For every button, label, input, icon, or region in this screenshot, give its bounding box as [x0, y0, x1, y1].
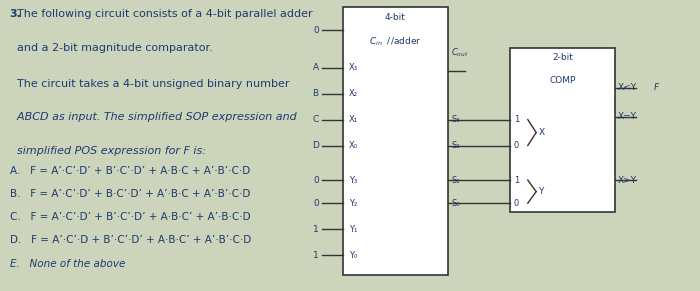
- Text: X₁: X₁: [349, 115, 358, 124]
- Text: B.   F = A’·C’·D’ + B·C’·D’ + A’·B·C + A’·B’·C·D: B. F = A’·C’·D’ + B·C’·D’ + A’·B·C + A’·…: [10, 189, 250, 199]
- Text: X>Y: X>Y: [617, 175, 637, 184]
- Text: $C_{in}$  //adder: $C_{in}$ //adder: [369, 36, 421, 49]
- Text: 0: 0: [313, 175, 319, 184]
- Text: Y₁: Y₁: [349, 225, 357, 234]
- Text: X₂: X₂: [349, 89, 358, 98]
- Text: Y: Y: [538, 187, 544, 196]
- Text: Y₀: Y₀: [349, 251, 357, 260]
- Text: D: D: [312, 141, 318, 150]
- Text: Y₃: Y₃: [349, 175, 357, 184]
- Text: $C_{out}$: $C_{out}$: [451, 47, 469, 59]
- Text: X₃: X₃: [349, 63, 358, 72]
- Bar: [510, 47, 615, 212]
- Text: A.   F = A’·C’·D’ + B’·Ċ’·D’ + A·B·C + A’·B’·C·D: A. F = A’·C’·D’ + B’·Ċ’·D’ + A·B·C + A’…: [10, 166, 250, 176]
- Bar: [343, 7, 447, 275]
- Text: simplified POS expression for F is:: simplified POS expression for F is:: [10, 146, 206, 155]
- Text: 3.: 3.: [10, 9, 22, 19]
- Text: A: A: [312, 63, 318, 72]
- Text: C: C: [312, 115, 318, 124]
- Text: S₁: S₁: [451, 175, 460, 184]
- Text: E.   None of the above: E. None of the above: [10, 259, 125, 269]
- Text: F: F: [653, 83, 659, 92]
- Text: C.   F = A’·C’·D’ + B’·C’·D’ + A·B·C’ + A’·B·C·D: C. F = A’·C’·D’ + B’·C’·D’ + A·B·C’ + A’…: [10, 212, 251, 222]
- Text: 1: 1: [514, 175, 519, 184]
- Text: 1: 1: [514, 115, 519, 124]
- Text: 0: 0: [514, 199, 519, 208]
- Text: ABCD as input. The simplified SOP expression and: ABCD as input. The simplified SOP expres…: [10, 112, 297, 122]
- Text: 4-bit: 4-bit: [385, 13, 406, 22]
- Text: Y₂: Y₂: [349, 199, 357, 208]
- Text: 2-bit: 2-bit: [552, 53, 573, 62]
- Text: 0: 0: [514, 141, 519, 150]
- Text: The following circuit consists of a 4-bit parallel adder: The following circuit consists of a 4-bi…: [10, 9, 312, 19]
- Text: X<Y: X<Y: [617, 83, 637, 92]
- Text: The circuit takes a 4-bit unsigned binary number: The circuit takes a 4-bit unsigned binar…: [10, 79, 289, 89]
- Text: S₀: S₀: [451, 199, 460, 208]
- Text: 1: 1: [313, 225, 319, 234]
- Text: X: X: [538, 128, 545, 137]
- Text: COMP: COMP: [550, 76, 576, 85]
- Text: and a 2-bit magnitude comparator.: and a 2-bit magnitude comparator.: [10, 43, 213, 53]
- Text: 0: 0: [313, 199, 319, 208]
- Text: S₃: S₃: [451, 115, 460, 124]
- Text: S₂: S₂: [451, 141, 460, 150]
- Text: X₀: X₀: [349, 141, 358, 150]
- Text: 0: 0: [313, 26, 319, 35]
- Text: X=Y: X=Y: [617, 112, 637, 121]
- Text: D.   F = A’·C’·D + B’·C’·D’ + A·B·C’ + A’·B’·C·D: D. F = A’·C’·D + B’·C’·D’ + A·B·C’ + A’·…: [10, 235, 251, 245]
- Text: 1: 1: [313, 251, 319, 260]
- Text: B: B: [312, 89, 318, 98]
